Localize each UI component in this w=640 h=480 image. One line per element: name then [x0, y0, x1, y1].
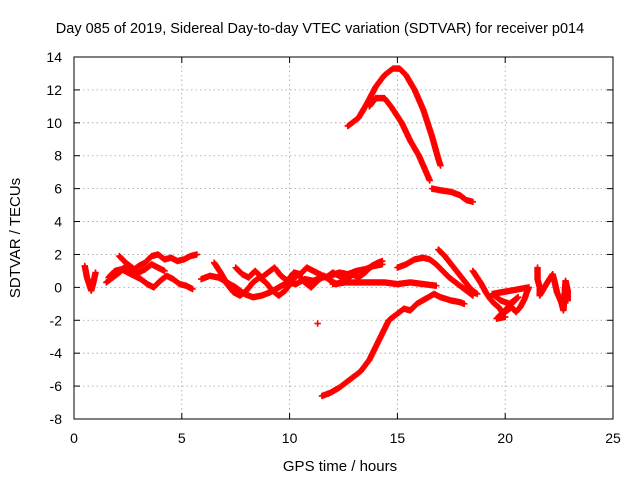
x-tick-label: 25: [605, 430, 621, 446]
chart-title: Day 085 of 2019, Sidereal Day-to-day VTE…: [56, 21, 584, 37]
data-point: [92, 269, 99, 276]
data-point: [473, 290, 481, 298]
data-point: [426, 177, 433, 184]
grid-lines: [74, 57, 613, 419]
data-point: [379, 257, 386, 265]
data-point: [161, 267, 168, 275]
x-tick-label: 15: [390, 430, 406, 446]
x-tick-label: 5: [178, 430, 186, 446]
y-tick-label: 14: [46, 49, 62, 65]
data-point: [314, 320, 321, 327]
data-point: [564, 297, 571, 304]
data-point: [461, 300, 468, 308]
y-tick-label: -8: [50, 411, 63, 427]
y-tick-label: -6: [50, 378, 63, 394]
x-tick-label: 10: [282, 430, 298, 446]
y-tick-label: 2: [54, 246, 62, 262]
y-tick-label: 10: [46, 115, 62, 131]
y-tick-label: 4: [54, 214, 62, 230]
data-point: [437, 162, 444, 169]
y-tick-label: -4: [50, 345, 63, 361]
y-tick-label: 0: [54, 279, 62, 295]
data-points: [81, 65, 571, 400]
x-tick-label: 20: [497, 430, 513, 446]
plot-frame: [73, 56, 614, 420]
x-tick-label: 0: [70, 430, 78, 446]
y-axis-label: SDTVAR / TECUs: [7, 178, 24, 298]
data-point: [469, 198, 477, 205]
y-tick-label: -2: [50, 312, 63, 328]
data-point: [468, 291, 475, 298]
y-tick-label: 12: [46, 82, 62, 98]
data-point: [469, 292, 477, 299]
data-point: [433, 282, 440, 289]
data-point: [193, 251, 201, 258]
y-tick-label: 6: [54, 181, 62, 197]
y-tick-label: 8: [54, 148, 62, 164]
data-point: [472, 289, 480, 297]
data-point: [502, 313, 509, 321]
data-point: [189, 285, 196, 293]
x-axis-label: GPS time / hours: [283, 458, 397, 475]
